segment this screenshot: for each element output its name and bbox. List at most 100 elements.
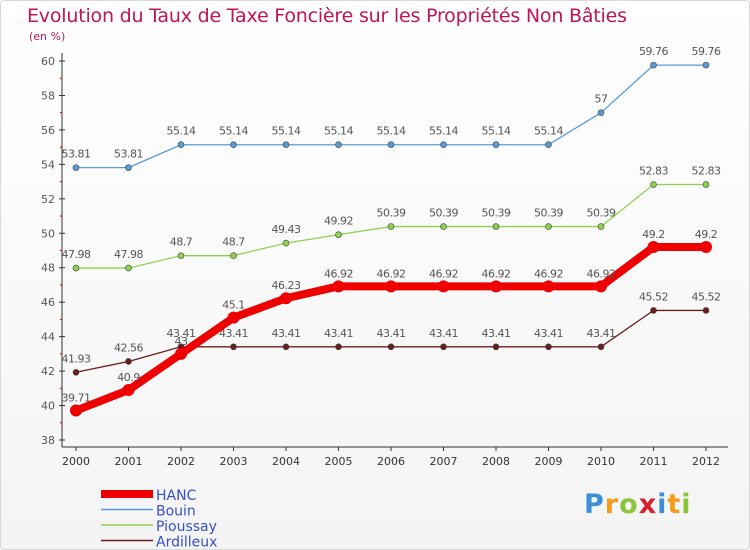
logo-letter: i [657,489,668,520]
data-point-bouin [492,141,500,149]
data-label-ardilleux: 43.41 [324,327,353,340]
logo-letter: x [638,489,658,520]
legend-label-hanc: HANC [156,488,197,504]
x-tick-label: 2012 [692,455,720,468]
data-label-hanc: 49.2 [642,228,665,241]
y-tick-label: 48 [41,262,55,275]
data-point-pioussay [177,252,185,259]
data-label-hanc: 49.2 [695,228,718,241]
data-label-bouin: 59.76 [639,45,668,58]
data-label-bouin: 55.14 [272,125,301,138]
y-tick-label: 40 [41,400,55,413]
logo-letter: t [667,489,682,520]
data-point-pioussay [650,181,657,188]
data-label-ardilleux: 43.41 [219,327,248,340]
data-label-hanc: 40.9 [117,371,140,384]
logo-letter: i [681,489,692,520]
data-label-pioussay: 50.39 [429,207,458,220]
data-label-bouin: 55.14 [429,125,458,138]
data-label-hanc: 46.92 [482,267,511,280]
data-point-hanc [542,280,555,293]
data-point-bouin [72,164,80,171]
data-label-bouin: 55.14 [167,125,196,138]
y-tick-label: 42 [41,365,55,378]
data-label-pioussay: 50.39 [587,207,616,220]
data-point-bouin [282,141,290,149]
data-label-pioussay: 49.43 [272,223,301,236]
data-label-pioussay: 50.39 [377,207,406,220]
data-point-ardilleux [230,343,237,351]
data-point-pioussay [125,264,132,272]
data-label-ardilleux: 43.41 [377,327,406,340]
data-label-hanc: 46.92 [324,267,353,280]
data-point-bouin [650,61,657,69]
data-point-ardilleux [702,307,710,314]
logo-letter: P [584,489,605,520]
data-label-pioussay: 49.92 [324,215,353,228]
data-point-hanc [700,241,712,254]
data-label-bouin: 57 [595,93,608,106]
data-point-ardilleux [650,307,657,314]
data-point-bouin [387,141,395,149]
y-tick-label: 54 [41,158,55,171]
data-point-hanc [227,311,240,324]
data-label-bouin: 55.14 [324,125,353,138]
data-point-hanc [70,404,82,417]
x-tick-label: 2003 [220,455,248,468]
y-tick-label: 52 [41,193,55,206]
data-label-bouin: 55.14 [219,125,248,138]
data-label-pioussay: 47.98 [114,248,143,261]
data-point-hanc [490,280,502,293]
data-point-ardilleux [545,343,552,351]
data-point-pioussay [387,223,395,230]
legend-label-ardilleux: Ardilleux [156,535,217,550]
data-label-ardilleux: 43.41 [482,327,511,340]
data-label-hanc: 43 [175,335,188,348]
data-label-ardilleux: 41.93 [62,352,91,365]
x-tick-label: 2005 [325,455,353,468]
y-tick-label: 50 [41,227,55,240]
x-tick-label: 2008 [482,455,510,468]
data-point-bouin [177,141,185,149]
y-tick-label: 58 [41,89,55,102]
data-point-pioussay [702,181,710,188]
data-point-ardilleux [440,343,447,351]
data-point-ardilleux [387,343,395,351]
data-point-hanc [332,280,345,293]
data-point-pioussay [72,264,80,272]
x-tick-label: 2010 [587,455,615,468]
data-point-hanc [385,280,397,293]
data-label-bouin: 53.81 [114,148,143,161]
data-label-pioussay: 48.7 [170,236,193,249]
data-point-ardilleux [282,343,290,351]
chart-title: Evolution du Taux de Taxe Foncière sur l… [27,5,627,27]
data-label-bouin: 55.14 [534,125,563,138]
data-label-pioussay: 50.39 [482,207,511,220]
data-point-hanc [122,384,135,397]
data-point-bouin [702,61,710,69]
data-point-ardilleux [72,368,80,376]
y-tick-label: 46 [41,296,55,309]
data-label-ardilleux: 45.52 [639,290,668,303]
data-label-hanc: 46.92 [429,267,458,280]
y-tick-label: 44 [41,331,55,344]
data-label-pioussay: 52.83 [639,165,668,178]
y-tick-label: 60 [41,55,55,68]
x-tick-label: 2006 [377,455,405,468]
data-point-hanc [280,292,292,305]
data-label-ardilleux: 43.41 [167,327,196,340]
data-label-ardilleux: 43.41 [272,327,301,340]
data-point-pioussay [440,223,447,230]
data-point-hanc [437,280,450,293]
data-label-ardilleux: 43.41 [429,327,458,340]
series-line-bouin [75,64,707,169]
data-label-bouin: 55.14 [377,125,406,138]
proxiti-logo: Proxiti [584,489,692,520]
x-tick-label: 2009 [535,455,563,468]
data-point-pioussay [335,231,342,238]
data-label-ardilleux: 42.56 [114,341,143,354]
data-point-pioussay [597,223,605,230]
data-point-hanc [595,280,607,293]
